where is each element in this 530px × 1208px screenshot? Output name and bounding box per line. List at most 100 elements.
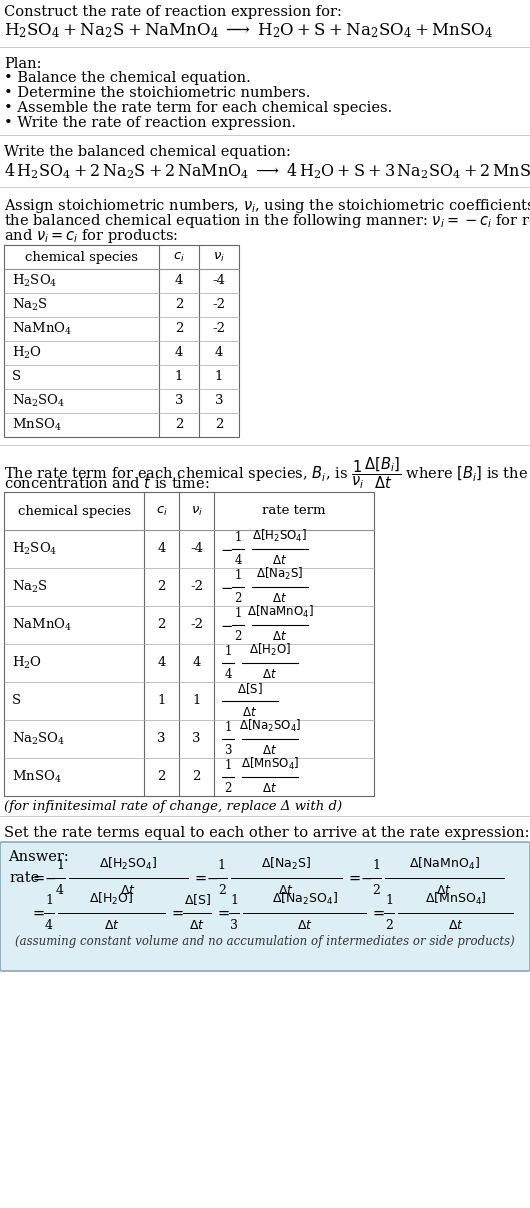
Text: $=$: $=$ <box>215 906 231 920</box>
Text: 1: 1 <box>224 645 232 658</box>
Text: $\Delta t$: $\Delta t$ <box>190 919 205 933</box>
Text: 1: 1 <box>218 859 226 872</box>
Text: $=$: $=$ <box>30 906 46 920</box>
Text: $-$: $-$ <box>220 618 233 632</box>
Text: 1: 1 <box>372 859 380 872</box>
Text: concentration and $t$ is time:: concentration and $t$ is time: <box>4 475 209 490</box>
Text: and $\nu_i = c_i$ for products:: and $\nu_i = c_i$ for products: <box>4 227 178 245</box>
Text: 2: 2 <box>157 618 166 632</box>
Text: $c_i$: $c_i$ <box>156 505 167 517</box>
Text: • Assemble the rate term for each chemical species.: • Assemble the rate term for each chemic… <box>4 101 392 115</box>
Text: (for infinitesimal rate of change, replace Δ with d): (for infinitesimal rate of change, repla… <box>4 800 342 813</box>
Text: • Determine the stoichiometric numbers.: • Determine the stoichiometric numbers. <box>4 86 311 100</box>
Text: rate term: rate term <box>262 505 326 517</box>
Text: 4: 4 <box>192 656 201 669</box>
Text: $\mathregular{H_2O}$: $\mathregular{H_2O}$ <box>12 655 42 672</box>
Text: $\Delta t$: $\Delta t$ <box>262 782 278 795</box>
Text: the balanced chemical equation in the following manner: $\nu_i = -c_i$ for react: the balanced chemical equation in the fo… <box>4 211 530 230</box>
Text: $\Delta t$: $\Delta t$ <box>243 705 258 719</box>
Text: 2: 2 <box>175 323 183 336</box>
Text: The rate term for each chemical species, $B_i$, is $\dfrac{1}{\nu_i}\dfrac{\Delt: The rate term for each chemical species,… <box>4 455 530 490</box>
Text: $\Delta[\mathrm{Na_2SO_4}]$: $\Delta[\mathrm{Na_2SO_4}]$ <box>239 718 301 734</box>
Text: $\mathregular{MnSO_4}$: $\mathregular{MnSO_4}$ <box>12 417 61 432</box>
Text: • Write the rate of reaction expression.: • Write the rate of reaction expression. <box>4 116 296 130</box>
Text: 2: 2 <box>218 884 226 898</box>
Text: -2: -2 <box>190 618 203 632</box>
Text: $\Delta[\mathrm{Na_2S}]$: $\Delta[\mathrm{Na_2S}]$ <box>257 565 304 582</box>
Bar <box>4 245 239 437</box>
Text: chemical species: chemical species <box>17 505 130 517</box>
Text: 2: 2 <box>157 771 166 784</box>
Text: $\Delta t$: $\Delta t$ <box>104 919 120 933</box>
Text: 4: 4 <box>234 554 242 567</box>
Text: $\nu_i$: $\nu_i$ <box>213 250 225 263</box>
Text: $\Delta[\mathrm{H_2SO_4}]$: $\Delta[\mathrm{H_2SO_4}]$ <box>252 528 307 544</box>
Text: 4: 4 <box>224 668 232 681</box>
Text: $-$: $-$ <box>360 871 372 885</box>
Text: $\mathregular{MnSO_4}$: $\mathregular{MnSO_4}$ <box>12 769 61 785</box>
Bar <box>4 492 374 796</box>
Text: rate: rate <box>10 871 40 885</box>
Text: $\mathregular{NaMnO_4}$: $\mathregular{NaMnO_4}$ <box>12 617 72 633</box>
Text: $=$: $=$ <box>30 871 46 885</box>
Text: • Balance the chemical equation.: • Balance the chemical equation. <box>4 71 251 85</box>
Text: -2: -2 <box>213 323 225 336</box>
Text: Set the rate terms equal to each other to arrive at the rate expression:: Set the rate terms equal to each other t… <box>4 826 529 840</box>
Text: $c_i$: $c_i$ <box>173 250 185 263</box>
Text: $\mathregular{4\,H_2SO_4 + 2\,Na_2S + 2\,NaMnO_4 \;\longrightarrow\; 4\,H_2O + S: $\mathregular{4\,H_2SO_4 + 2\,Na_2S + 2\… <box>4 161 530 181</box>
Text: $\mathregular{Na_2S}$: $\mathregular{Na_2S}$ <box>12 579 48 596</box>
Text: 1: 1 <box>231 894 239 907</box>
Text: 1: 1 <box>175 371 183 383</box>
Text: $\Delta[\mathrm{H_2SO_4}]$: $\Delta[\mathrm{H_2SO_4}]$ <box>99 856 157 872</box>
Text: $\Delta[\mathrm{Na_2S}]$: $\Delta[\mathrm{Na_2S}]$ <box>261 856 312 872</box>
Text: 4: 4 <box>215 347 223 360</box>
Text: $\nu_i$: $\nu_i$ <box>190 505 202 517</box>
Text: $\Delta[\mathrm{NaMnO_4}]$: $\Delta[\mathrm{NaMnO_4}]$ <box>409 856 480 872</box>
Text: $\mathregular{Na_2SO_4}$: $\mathregular{Na_2SO_4}$ <box>12 393 65 410</box>
Text: $\mathregular{Na_2S}$: $\mathregular{Na_2S}$ <box>12 297 48 313</box>
Text: $-$: $-$ <box>220 542 233 556</box>
Text: $\Delta[\mathrm{H_2O}]$: $\Delta[\mathrm{H_2O}]$ <box>249 641 291 658</box>
Text: $\Delta t$: $\Delta t$ <box>437 884 452 898</box>
Text: 4: 4 <box>45 919 53 933</box>
Text: 2: 2 <box>224 782 232 795</box>
Text: $\mathregular{Na_2SO_4}$: $\mathregular{Na_2SO_4}$ <box>12 731 65 747</box>
Text: 1: 1 <box>385 894 393 907</box>
Text: 3: 3 <box>157 732 166 745</box>
Text: 3: 3 <box>175 395 183 407</box>
Text: $\Delta t$: $\Delta t$ <box>278 884 294 898</box>
Text: Plan:: Plan: <box>4 57 41 71</box>
Text: $\mathregular{H_2SO_4 + Na_2S + NaMnO_4 \;\longrightarrow\; H_2O + S + Na_2SO_4 : $\mathregular{H_2SO_4 + Na_2S + NaMnO_4 … <box>4 21 493 40</box>
Text: 3: 3 <box>215 395 223 407</box>
Text: 1: 1 <box>192 695 201 708</box>
Text: $=$: $=$ <box>170 906 185 920</box>
Text: $\mathregular{H_2O}$: $\mathregular{H_2O}$ <box>12 345 42 361</box>
Text: 1: 1 <box>45 894 53 907</box>
Text: 4: 4 <box>175 274 183 288</box>
Text: 2: 2 <box>234 592 242 605</box>
Text: $\Delta t$: $\Delta t$ <box>262 744 278 757</box>
Text: $\Delta t$: $\Delta t$ <box>272 592 287 605</box>
Text: $\Delta[\mathrm{MnSO_4}]$: $\Delta[\mathrm{MnSO_4}]$ <box>425 892 487 907</box>
Text: $-$: $-$ <box>220 580 233 594</box>
Text: S: S <box>12 371 21 383</box>
Text: 1: 1 <box>224 759 232 772</box>
Text: 1: 1 <box>56 859 64 872</box>
Text: $\Delta[\mathrm{S}]$: $\Delta[\mathrm{S}]$ <box>237 681 263 696</box>
Text: 1: 1 <box>234 532 242 544</box>
Text: 1: 1 <box>157 695 166 708</box>
Text: 2: 2 <box>192 771 201 784</box>
Text: -2: -2 <box>190 581 203 593</box>
Text: $=$: $=$ <box>346 871 361 885</box>
Text: $\Delta t$: $\Delta t$ <box>297 919 313 933</box>
Text: 2: 2 <box>372 884 380 898</box>
Text: $\Delta[\mathrm{MnSO_4}]$: $\Delta[\mathrm{MnSO_4}]$ <box>241 756 299 772</box>
Text: 4: 4 <box>157 542 166 556</box>
Text: 2: 2 <box>234 631 242 643</box>
Text: Answer:: Answer: <box>8 850 69 864</box>
Text: $=$: $=$ <box>370 906 385 920</box>
Text: 2: 2 <box>175 298 183 312</box>
Text: 4: 4 <box>175 347 183 360</box>
Text: 3: 3 <box>192 732 201 745</box>
Text: $-$: $-$ <box>206 871 218 885</box>
